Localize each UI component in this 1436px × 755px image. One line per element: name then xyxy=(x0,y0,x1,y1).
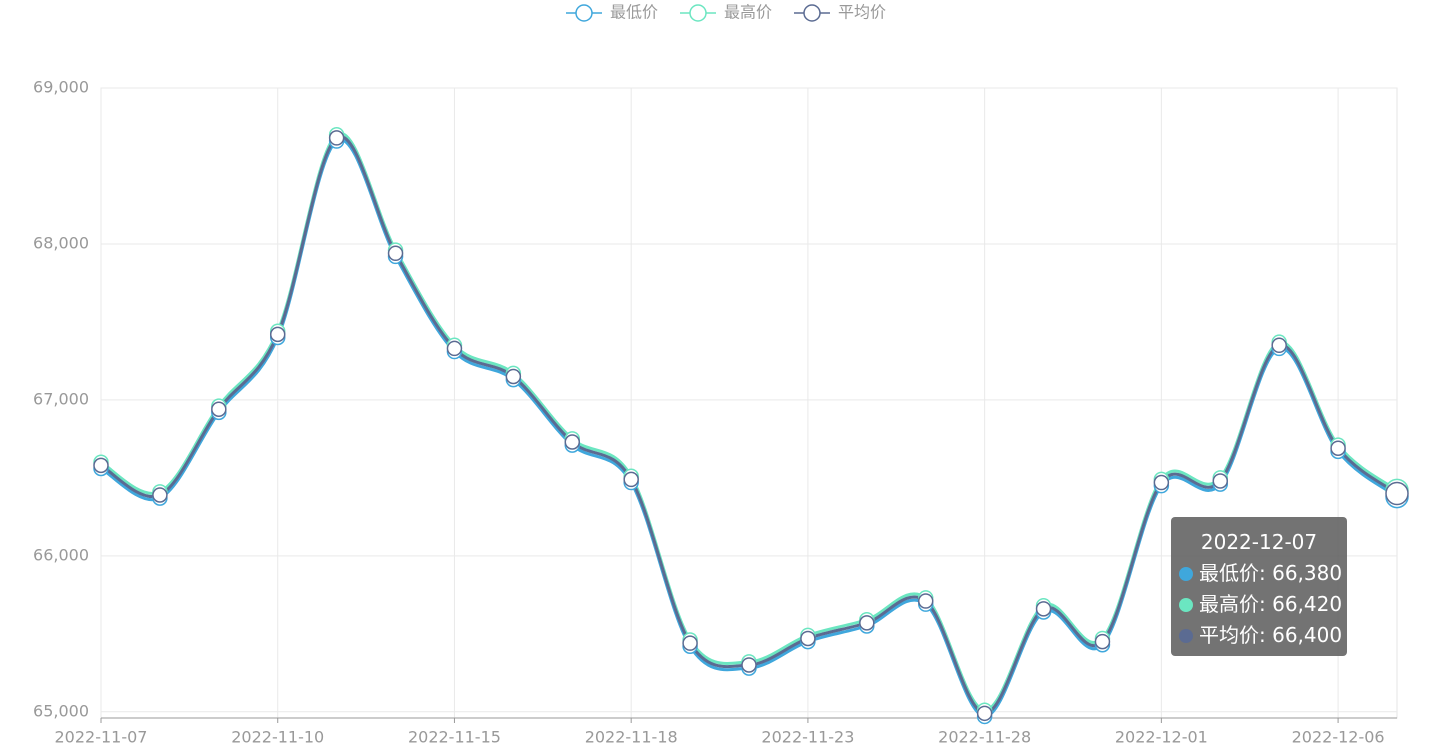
tooltip-series-name: 最低价 xyxy=(1199,561,1272,585)
tooltip-row: 最低价66,380 xyxy=(1179,558,1347,589)
tooltip-series-name: 平均价 xyxy=(1199,623,1272,647)
y-tick-label: 65,000 xyxy=(33,701,89,720)
data-point xyxy=(800,630,816,647)
data-point xyxy=(859,615,875,631)
data-point xyxy=(505,368,522,385)
data-point xyxy=(741,657,757,673)
tooltip: 2022-12-07 最低价66,380最高价66,420平均价66,400 xyxy=(1171,517,1347,656)
y-tick-label: 69,000 xyxy=(33,78,89,97)
data-point xyxy=(917,593,934,609)
y-tick-label: 68,000 xyxy=(33,233,89,252)
data-point xyxy=(211,401,227,417)
data-point xyxy=(976,705,993,722)
data-point xyxy=(152,487,168,503)
data-point xyxy=(93,457,109,474)
tooltip-marker xyxy=(1179,629,1193,643)
tooltip-row: 平均价66,400 xyxy=(1179,620,1347,651)
data-point xyxy=(1385,481,1409,506)
x-tick-label: 2022-11-23 xyxy=(761,728,854,747)
x-tick-label: 2022-12-01 xyxy=(1115,728,1208,747)
data-point xyxy=(1212,473,1229,489)
data-point xyxy=(1035,601,1052,617)
data-point xyxy=(1271,337,1287,354)
tooltip-series-name: 最高价 xyxy=(1199,592,1272,616)
x-tick-label: 2022-11-10 xyxy=(231,728,324,747)
tooltip-title: 2022-12-07 xyxy=(1200,530,1318,554)
y-tick-label: 66,000 xyxy=(33,545,89,564)
data-point xyxy=(269,326,286,343)
data-point xyxy=(682,635,698,651)
tooltip-value: 66,400 xyxy=(1272,623,1343,647)
data-point xyxy=(1094,633,1111,650)
x-tick-label: 2022-12-06 xyxy=(1292,728,1385,747)
data-point xyxy=(623,471,639,488)
tooltip-row: 最高价66,420 xyxy=(1179,589,1347,620)
legend-label: 最高价 xyxy=(724,3,772,22)
legend-icon xyxy=(575,4,593,22)
x-tick-label: 2022-11-07 xyxy=(55,728,148,747)
data-point xyxy=(387,245,404,262)
legend-icon xyxy=(689,4,707,22)
legend: 最低价 最高价 平均价 xyxy=(566,3,886,22)
x-tick-label: 2022-11-18 xyxy=(585,728,678,747)
legend-label: 最低价 xyxy=(610,3,658,22)
legend-icon xyxy=(803,4,821,22)
data-point xyxy=(328,130,345,146)
data-point xyxy=(1330,440,1346,456)
tooltip-marker xyxy=(1179,567,1193,581)
tooltip-marker xyxy=(1179,598,1193,612)
data-point xyxy=(446,340,463,357)
y-tick-label: 67,000 xyxy=(33,389,89,408)
x-tick-label: 2022-11-15 xyxy=(408,728,501,747)
x-tick-label: 2022-11-28 xyxy=(938,728,1031,747)
data-point xyxy=(564,434,581,450)
tooltip-value: 66,380 xyxy=(1272,561,1343,585)
legend-label: 平均价 xyxy=(838,3,886,22)
data-point xyxy=(1153,474,1170,491)
tooltip-value: 66,420 xyxy=(1272,592,1343,616)
